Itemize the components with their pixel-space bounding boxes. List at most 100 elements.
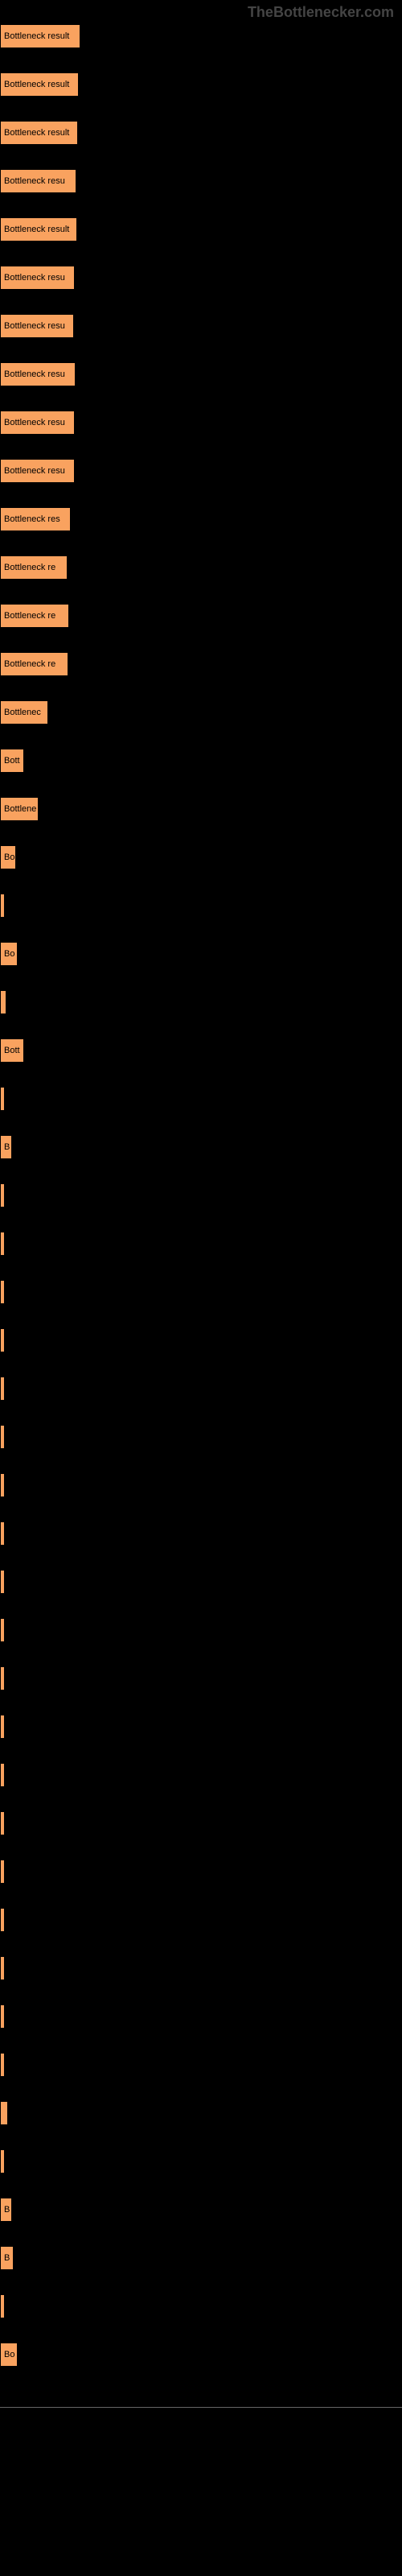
bar: Bottleneck result — [0, 24, 80, 48]
bar-row — [0, 1666, 402, 1690]
bar-row — [0, 1183, 402, 1208]
bar — [0, 2053, 5, 2077]
bar — [0, 2149, 5, 2174]
bar-row: Bottleneck result — [0, 217, 402, 242]
bar — [0, 1473, 5, 1497]
bar-row — [0, 1908, 402, 1932]
bar-row: Bottleneck res — [0, 507, 402, 531]
bar: Bottleneck result — [0, 217, 77, 242]
bar-row: Bottleneck result — [0, 72, 402, 97]
bar — [0, 1666, 5, 1690]
bar-row — [0, 2294, 402, 2318]
bar: Bottleneck re — [0, 652, 68, 676]
bar-row: Bottlene — [0, 797, 402, 821]
bar: B — [0, 2246, 14, 2270]
bar: Bo — [0, 845, 16, 869]
bar: Bottleneck re — [0, 555, 68, 580]
bar: Bo — [0, 2343, 18, 2367]
bar-row — [0, 1377, 402, 1401]
bar: Bottlenec — [0, 700, 48, 724]
bar — [0, 1232, 5, 1256]
bar-row: Bo — [0, 845, 402, 869]
bar-row — [0, 1087, 402, 1111]
bar-row: Bottleneck resu — [0, 169, 402, 193]
bar-row: Bottleneck resu — [0, 362, 402, 386]
bar-row: Bott — [0, 749, 402, 773]
bar-row: Bottlenec — [0, 700, 402, 724]
bar-row: B — [0, 1135, 402, 1159]
bar-row: Bottleneck resu — [0, 266, 402, 290]
bar-row — [0, 1860, 402, 1884]
bar-row — [0, 990, 402, 1014]
bar-row: B — [0, 2198, 402, 2222]
bar — [0, 1860, 5, 1884]
bar: Bott — [0, 1038, 24, 1063]
bar-row: B — [0, 2246, 402, 2270]
bar — [0, 1183, 5, 1208]
bar — [0, 1811, 5, 1835]
bar — [0, 1328, 5, 1352]
bar: Bo — [0, 942, 18, 966]
bar — [0, 1087, 5, 1111]
bar-row — [0, 2053, 402, 2077]
bar — [0, 1521, 5, 1546]
bar: Bottleneck resu — [0, 314, 74, 338]
bar: Bottleneck resu — [0, 266, 75, 290]
bar: Bottleneck res — [0, 507, 71, 531]
bar: Bottleneck result — [0, 121, 78, 145]
bar — [0, 1425, 5, 1449]
bar: Bott — [0, 749, 24, 773]
bar-row — [0, 1280, 402, 1304]
bar-row — [0, 1956, 402, 1980]
bar-row: Bottleneck resu — [0, 411, 402, 435]
bar — [0, 1956, 5, 1980]
bar: Bottlene — [0, 797, 39, 821]
bar: Bottleneck re — [0, 604, 69, 628]
bar-row — [0, 1425, 402, 1449]
bar-row — [0, 1232, 402, 1256]
bar-row: Bottleneck re — [0, 604, 402, 628]
bar — [0, 2004, 5, 2029]
bar-row — [0, 1763, 402, 1787]
bar-row: Bottleneck resu — [0, 459, 402, 483]
bar — [0, 1763, 5, 1787]
bar: B — [0, 1135, 12, 1159]
bar: Bottleneck result — [0, 72, 79, 97]
bar — [0, 1618, 5, 1642]
bar-chart: Bottleneck result Bottleneck result Bottle… — [0, 0, 402, 2424]
bar-row — [0, 1618, 402, 1642]
bar-row: Bottleneck resu — [0, 314, 402, 338]
bar — [0, 894, 5, 918]
watermark-text: TheBottlenecker.com — [248, 4, 394, 21]
bar-row — [0, 2004, 402, 2029]
bar — [0, 2101, 8, 2125]
bar-row: Bottleneck re — [0, 555, 402, 580]
bar-row: Bott — [0, 1038, 402, 1063]
bar-row: Bottleneck result — [0, 24, 402, 48]
bar — [0, 990, 6, 1014]
bar-row — [0, 894, 402, 918]
bar: Bottleneck resu — [0, 169, 76, 193]
bar — [0, 1570, 5, 1594]
bar-row — [0, 1521, 402, 1546]
bar-row — [0, 1715, 402, 1739]
bar-row: Bottleneck result — [0, 121, 402, 145]
bar-row — [0, 2101, 402, 2125]
bar-row: Bo — [0, 942, 402, 966]
bar — [0, 1908, 5, 1932]
bar — [0, 1715, 5, 1739]
bar — [0, 1377, 5, 1401]
bar-row — [0, 1811, 402, 1835]
bar: B — [0, 2198, 12, 2222]
bar: Bottleneck resu — [0, 459, 75, 483]
x-axis-line — [0, 2407, 402, 2408]
bar-row — [0, 1570, 402, 1594]
bar — [0, 1280, 5, 1304]
bar-row: Bottleneck re — [0, 652, 402, 676]
bar: Bottleneck resu — [0, 411, 75, 435]
bar-row — [0, 1328, 402, 1352]
bar — [0, 2294, 5, 2318]
bar-row — [0, 1473, 402, 1497]
bar-row — [0, 2149, 402, 2174]
bar-row: Bo — [0, 2343, 402, 2367]
